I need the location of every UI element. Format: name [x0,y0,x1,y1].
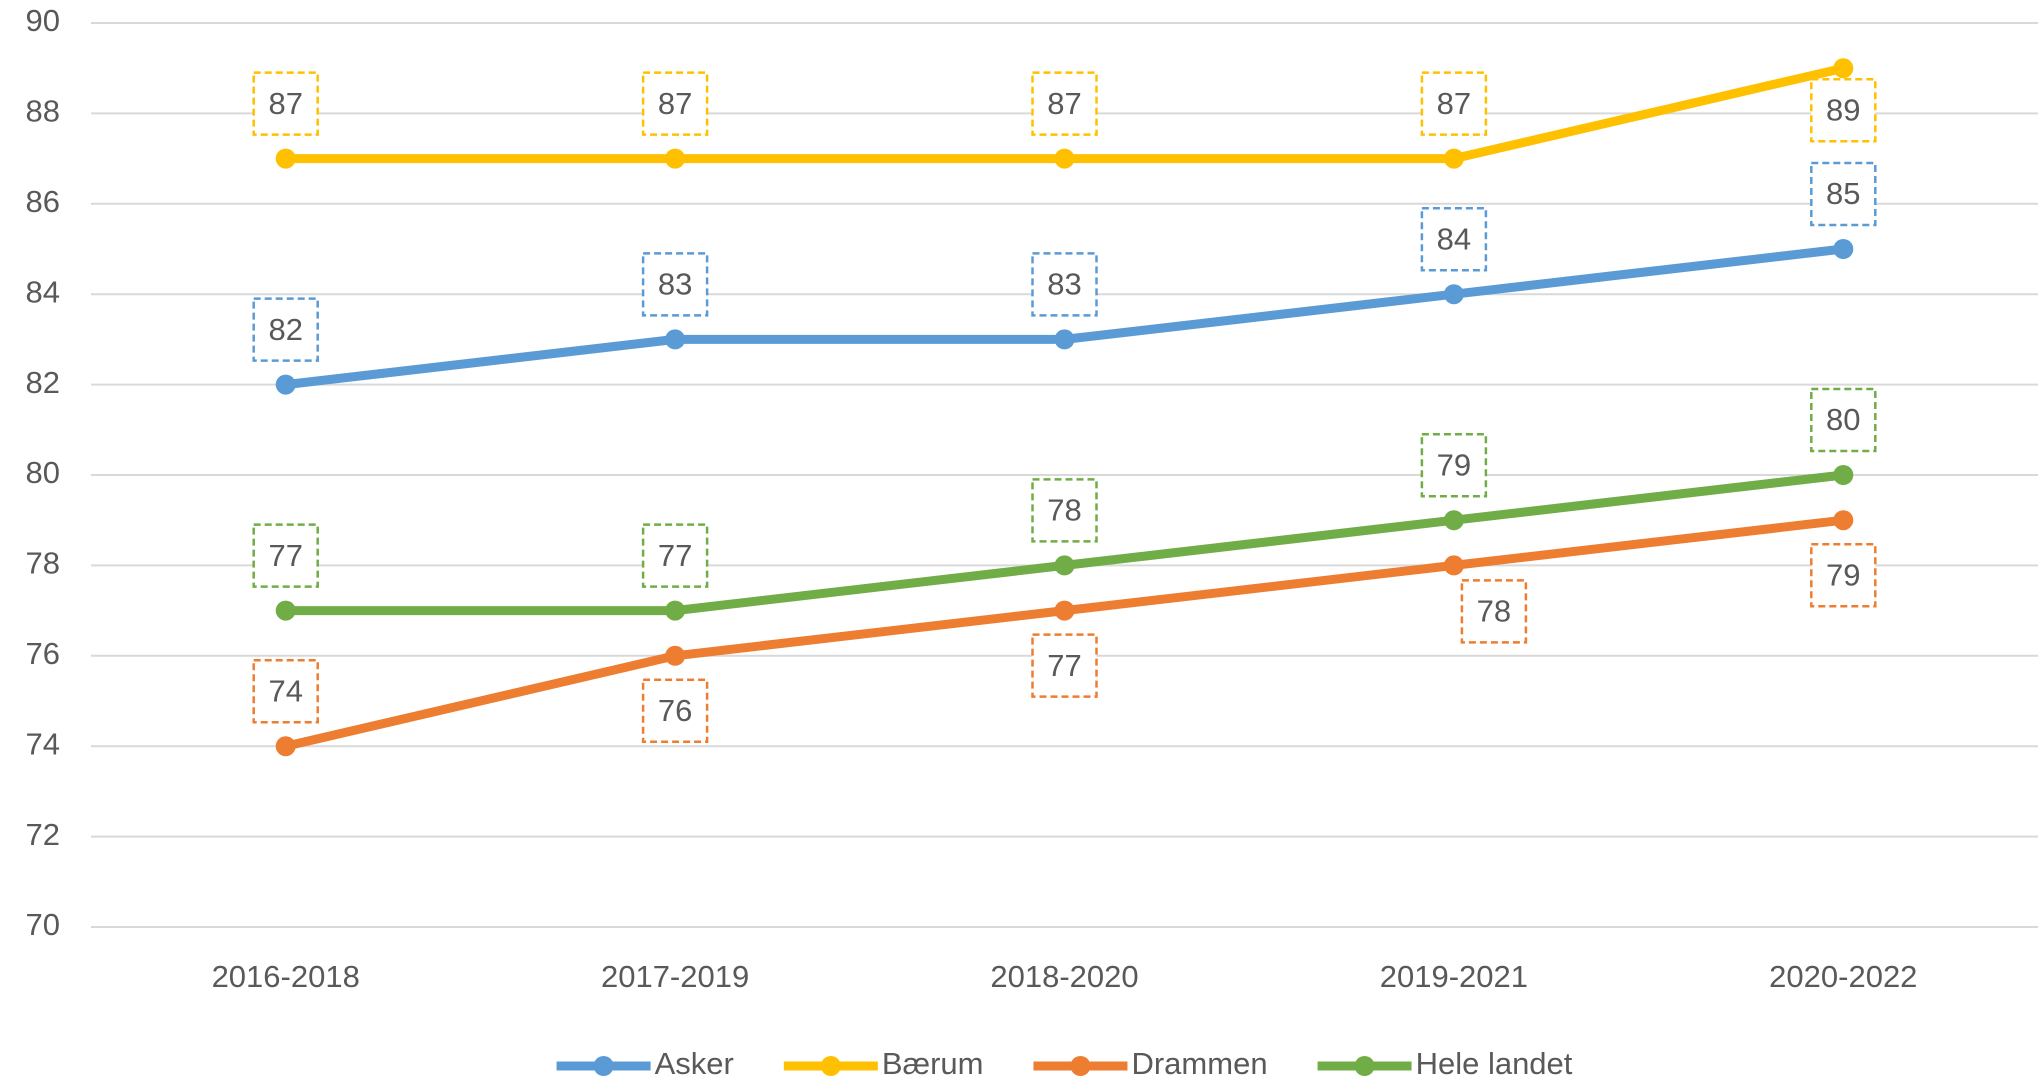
marker [275,148,296,169]
legend-label: Asker [655,1046,734,1081]
x-tick-label: 2019-2021 [1380,959,1528,994]
legend-label: Drammen [1131,1046,1267,1081]
y-tick-label: 84 [26,274,60,309]
data-label-box [252,71,319,136]
data-label-box [252,658,319,724]
marker [1833,465,1854,485]
data-label: 79 [1826,557,1860,592]
data-label: 78 [1047,493,1081,528]
y-tick-label: 76 [26,636,60,671]
marker [1443,148,1464,169]
marker [275,736,296,757]
data-label-box [1810,542,1877,608]
data-label-box [1031,478,1098,543]
marker [665,645,686,666]
data-label-box [252,523,319,588]
data-label-box [641,523,709,588]
data-label: 74 [268,673,302,708]
data-label-box [1031,71,1098,136]
data-label-box [1031,633,1098,698]
legend: Asker Bærum Drammen Hele landet [556,1046,1573,1081]
data-label: 76 [658,693,692,728]
data-label: 82 [268,312,302,347]
y-tick-label: 70 [26,907,60,942]
data-label-box [1460,579,1528,644]
data-label: 78 [1477,594,1511,629]
data-label-box [1031,252,1098,317]
data-label: 89 [1826,92,1860,127]
data-label-box [252,297,319,362]
data-label-box [1420,206,1488,272]
data-label-box [641,71,709,136]
data-label: 79 [1437,447,1471,482]
data-label: 87 [658,86,692,121]
marker [1833,58,1854,79]
legend-marker [1354,1056,1375,1076]
data-label: 83 [658,267,692,302]
data-label-box [1810,77,1877,143]
legend-marker [820,1056,841,1076]
y-tick-label: 74 [26,726,60,761]
legend-marker [1070,1056,1091,1076]
marker [1054,148,1075,169]
marker [665,329,686,350]
data-label: 87 [268,86,302,121]
marker [1054,329,1075,350]
y-tick-label: 82 [26,365,60,400]
data-label: 87 [1437,86,1471,121]
data-label-box [1420,71,1488,136]
y-tick-label: 88 [26,94,60,129]
x-tick-label: 2018-2020 [990,959,1138,994]
marker [665,600,686,621]
legend-label: Hele landet [1416,1046,1573,1081]
marker [1054,600,1075,621]
data-label-box [641,252,709,317]
y-tick-label: 80 [26,455,60,490]
data-label-box [1810,161,1877,227]
data-label: 84 [1437,221,1471,256]
marker [1833,510,1854,531]
series-line [284,515,1844,751]
marker [1443,555,1464,576]
marker [665,148,686,169]
y-tick-label: 78 [26,546,60,581]
legend-label: Bærum [882,1046,984,1081]
data-label-box [1420,432,1488,498]
y-tick-label: 90 [26,3,60,38]
data-label: 80 [1826,402,1860,437]
marker [1833,239,1854,259]
legend-marker [593,1056,614,1076]
data-label: 85 [1826,176,1860,211]
data-label-box [1810,387,1877,453]
marker [1443,284,1464,305]
data-label: 77 [268,538,302,573]
data-label: 87 [1047,86,1081,121]
marker [275,600,296,621]
marker [1054,555,1075,576]
marker [1443,510,1464,531]
x-tick-label: 2016-2018 [212,959,360,994]
x-tick-label: 2017-2019 [601,959,749,994]
data-label-box [641,678,709,744]
data-label: 77 [658,538,692,573]
x-tick-label: 2020-2022 [1769,959,1917,994]
marker [275,374,296,395]
data-label: 83 [1047,267,1081,302]
y-tick-label: 86 [26,184,60,219]
data-label: 77 [1047,648,1081,683]
y-tick-label: 72 [26,817,60,852]
